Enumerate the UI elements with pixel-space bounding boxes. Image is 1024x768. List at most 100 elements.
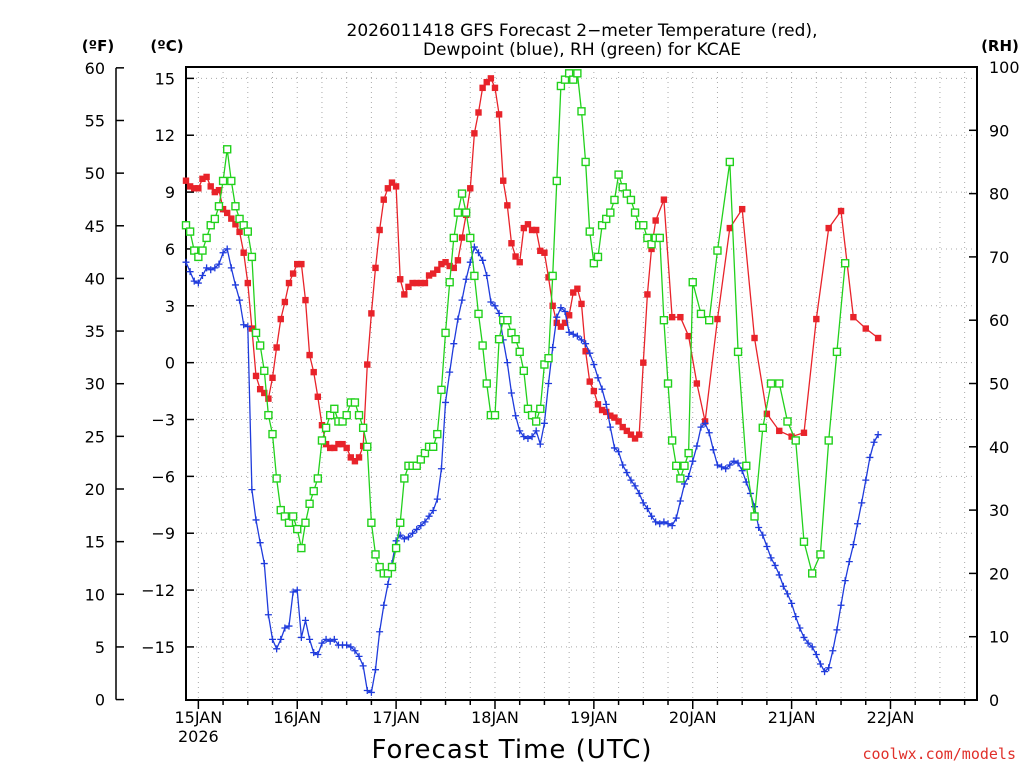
rh-point (515, 347, 524, 357)
dewpoint-point (726, 461, 734, 469)
rh-point (396, 518, 405, 527)
credit-text: coolwx.com/models (862, 745, 1016, 763)
x-tick-label: 15JAN (175, 708, 223, 727)
dewpoint-point (450, 340, 458, 348)
dewpoint-point (264, 611, 272, 619)
dewpoint-point (561, 307, 569, 315)
temperature-point (252, 372, 260, 380)
temperature-point (611, 414, 618, 421)
dewpoint-point (623, 469, 631, 477)
dewpoint-point (256, 539, 264, 547)
rh-point (840, 259, 850, 268)
temperature-point (285, 279, 293, 287)
fahrenheit-tick-label: 30 (85, 375, 105, 394)
dewpoint-point (788, 599, 796, 607)
rh-point (293, 524, 302, 534)
celsius-tick-label: 3 (165, 297, 175, 316)
dewpoint-point (190, 277, 198, 285)
fahrenheit-tick-label: 15 (85, 533, 105, 552)
dewpoint-point (297, 633, 305, 641)
x-tick-label: 18JAN (471, 708, 519, 727)
temperature-point (269, 374, 276, 382)
dewpoint-point (751, 503, 759, 511)
rh-point (342, 410, 351, 420)
temperature-point (409, 279, 416, 287)
dewpoint-point (672, 514, 680, 522)
dewpoint-point (343, 641, 351, 649)
rh-point (330, 404, 339, 414)
fahrenheit-tick-label: 25 (85, 427, 105, 446)
temperature-point (590, 387, 598, 395)
dewpoint-point (363, 687, 371, 695)
chart-title-line2: Dewpoint (blue), RH (green) for KCAE (423, 40, 741, 60)
dewpoint-point (273, 645, 281, 653)
rh-point (494, 334, 504, 344)
rh-point (466, 233, 475, 243)
rh-point (251, 328, 261, 338)
dewpoint-point (854, 520, 862, 528)
temperature-point (603, 408, 610, 416)
rh-point (630, 208, 640, 217)
rh-point (260, 366, 269, 376)
rh-point (317, 436, 327, 445)
x-tick-label: 17JAN (372, 708, 420, 727)
dewpoint-point (194, 279, 202, 287)
temperature-point (339, 440, 346, 448)
fahrenheit-tick-label: 60 (85, 59, 105, 78)
dewpoint-point (532, 427, 540, 435)
dewpoint-point (351, 647, 359, 655)
dewpoint-point (627, 476, 635, 484)
x-tick-label: 16JAN (273, 708, 321, 727)
dewpoint-point (833, 626, 841, 634)
temperature-point (776, 427, 783, 435)
temperature-point (273, 344, 280, 351)
dewpoint-point (400, 535, 408, 543)
rh-point (733, 347, 743, 357)
dewpoint-point (829, 647, 837, 655)
dewpoint-point (483, 271, 491, 279)
celsius-tick-label: 9 (165, 183, 175, 202)
rh-tick-label: 80 (989, 185, 1009, 204)
temperature-point (635, 431, 643, 438)
rh-point (305, 499, 314, 508)
dewpoint-point (520, 433, 528, 441)
rh-point (832, 347, 842, 357)
temperature-point (454, 257, 462, 264)
dewpoint-point (619, 461, 627, 469)
rh-point (457, 189, 467, 198)
temperature-point (372, 264, 379, 272)
temperature-point (298, 260, 305, 268)
dewpoint-point (372, 666, 380, 674)
rh-point (313, 474, 323, 483)
rh-point (705, 316, 714, 325)
temperature-point (508, 240, 515, 247)
temperature-point (277, 315, 284, 323)
temperature-point (644, 291, 651, 298)
dewpoint-point (594, 374, 602, 382)
temperature-point (446, 262, 453, 270)
dewpoint-point (804, 639, 812, 647)
dewpoint-point (821, 668, 829, 676)
temperature-point (565, 312, 573, 319)
temperature-point (668, 313, 676, 321)
celsius-tick-label: 6 (165, 240, 175, 259)
rh-point (639, 221, 648, 230)
rh-point (272, 474, 281, 483)
temperature-point (397, 276, 404, 283)
rh-tick-label: 0 (989, 691, 999, 710)
rh-point (202, 233, 211, 243)
x-tick-label: 22JAN (867, 708, 915, 727)
dewpoint-point (211, 264, 219, 272)
rh-point (288, 512, 298, 521)
dewpoint-point (355, 652, 363, 660)
temperature-point (627, 431, 635, 438)
temperature-point (256, 385, 264, 393)
rh-point (301, 518, 310, 527)
rh-point (544, 353, 553, 363)
temperature-point (491, 84, 499, 92)
rh-point (688, 278, 697, 287)
dewpoint-point (709, 446, 717, 454)
dewpoint-point (203, 264, 211, 272)
dewpoint-point (512, 412, 520, 420)
temperature-point (265, 395, 272, 402)
